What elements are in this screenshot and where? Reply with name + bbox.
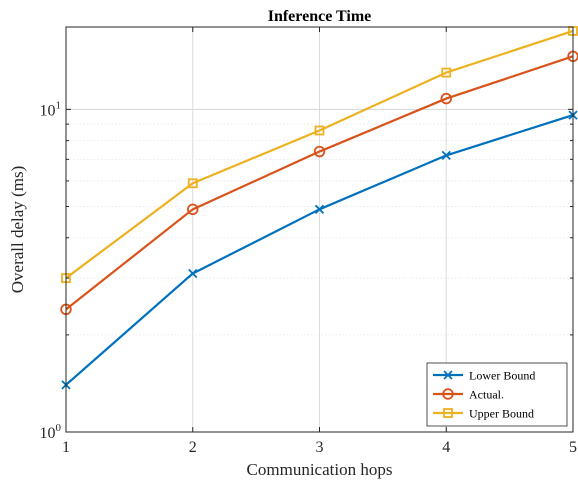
square-marker (443, 408, 453, 418)
legend-entry: Upper Bound (433, 407, 534, 421)
x-tick-label: 5 (569, 439, 577, 456)
x-marker (443, 370, 453, 380)
legend: Lower Bound Actual. Upper Bound (426, 362, 568, 427)
square-marker (187, 178, 198, 189)
y-tick-label: 101 (40, 99, 62, 119)
circle-marker (187, 203, 199, 216)
y-axis-label: Overall delay (ms) (8, 166, 27, 293)
y-tick-label: 100 (40, 422, 62, 442)
series-upper-bound (61, 26, 578, 283)
legend-entry: Actual. (433, 388, 504, 402)
x-marker (441, 150, 451, 161)
circle-marker (442, 388, 454, 400)
series-line (65, 29, 574, 279)
legend-label: Upper Bound (469, 407, 534, 421)
legend-entry: Lower Bound (433, 369, 535, 383)
legend-label: Actual. (469, 388, 504, 402)
x-axis-label: Communication hops (247, 460, 393, 479)
circle-marker (440, 92, 452, 105)
circle-marker (313, 145, 326, 158)
x-tick-label: 4 (442, 439, 450, 456)
square-marker (314, 125, 325, 136)
legend-label: Lower Bound (469, 369, 535, 383)
x-tick-label: 1 (62, 439, 70, 456)
chart-title: Inference Time (268, 8, 372, 25)
x-marker (314, 204, 325, 214)
series-line (65, 55, 574, 311)
square-marker (441, 67, 452, 78)
x-tick-label: 3 (316, 439, 324, 456)
x-tick-label: 2 (189, 439, 197, 456)
x-marker (188, 268, 198, 279)
